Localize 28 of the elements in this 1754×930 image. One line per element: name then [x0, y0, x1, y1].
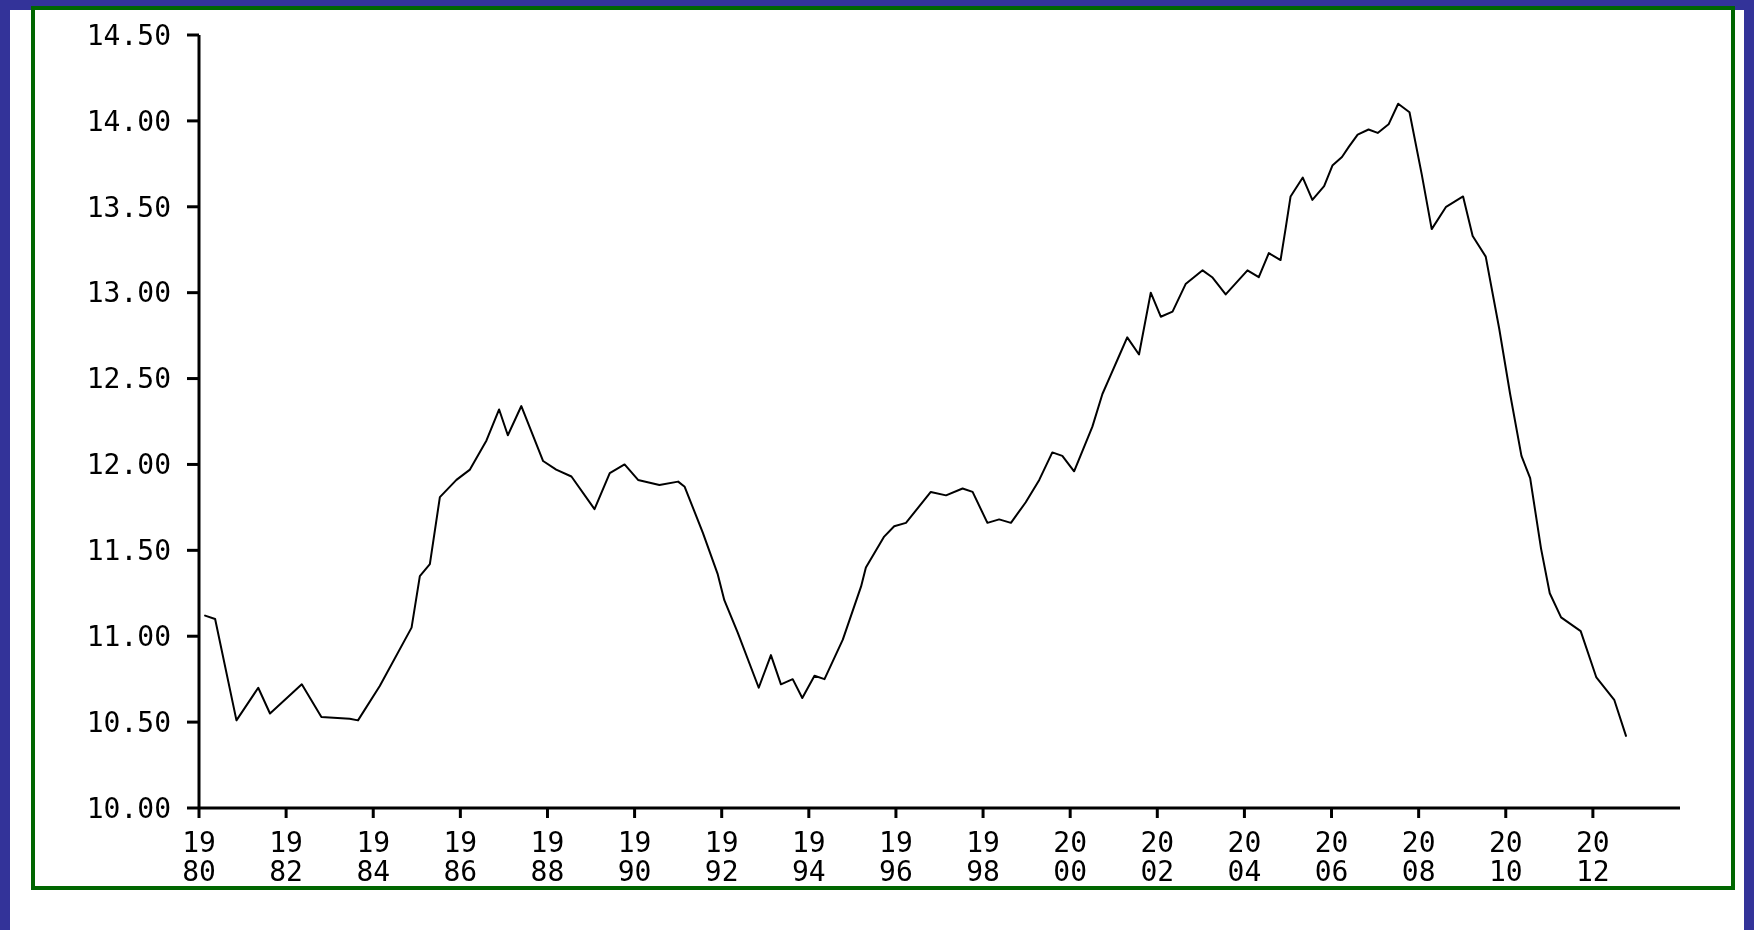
- y-tick-label: 10.50: [86, 705, 171, 739]
- x-tick-label: 1990: [617, 826, 652, 888]
- y-tick-label: 13.00: [86, 276, 171, 310]
- y-tick-label: 10.00: [86, 791, 171, 825]
- x-tick-label: 2010: [1488, 826, 1523, 888]
- line-series: [204, 102, 1627, 737]
- y-tick-label: 12.00: [86, 448, 171, 482]
- x-tick-label: 2000: [1053, 826, 1088, 888]
- x-tick-label: 1996: [879, 826, 913, 888]
- y-tick-label: 14.50: [86, 18, 171, 52]
- x-tick-label: 1984: [356, 826, 391, 888]
- x-tick-label: 2004: [1227, 826, 1262, 888]
- y-tick-label: 13.50: [86, 190, 171, 224]
- y-tick-label: 11.50: [86, 534, 171, 568]
- x-tick-label: 1980: [182, 826, 216, 888]
- x-tick-label: 2008: [1401, 826, 1436, 888]
- x-tick-label: 1986: [443, 826, 478, 888]
- y-tick-label: 11.00: [86, 620, 171, 654]
- x-tick-label: 1992: [704, 826, 739, 888]
- x-tick-label: 1988: [530, 826, 565, 888]
- x-tick-label: 1994: [791, 826, 826, 888]
- x-tick-label: 2002: [1140, 826, 1175, 888]
- x-tick-label: 1998: [966, 826, 1000, 888]
- x-tick-label: 2012: [1576, 826, 1610, 888]
- y-tick-label: 12.50: [86, 362, 171, 396]
- x-tick-label: 1982: [269, 826, 303, 888]
- y-tick-label: 14.00: [86, 104, 171, 138]
- x-tick-label: 2006: [1314, 826, 1349, 888]
